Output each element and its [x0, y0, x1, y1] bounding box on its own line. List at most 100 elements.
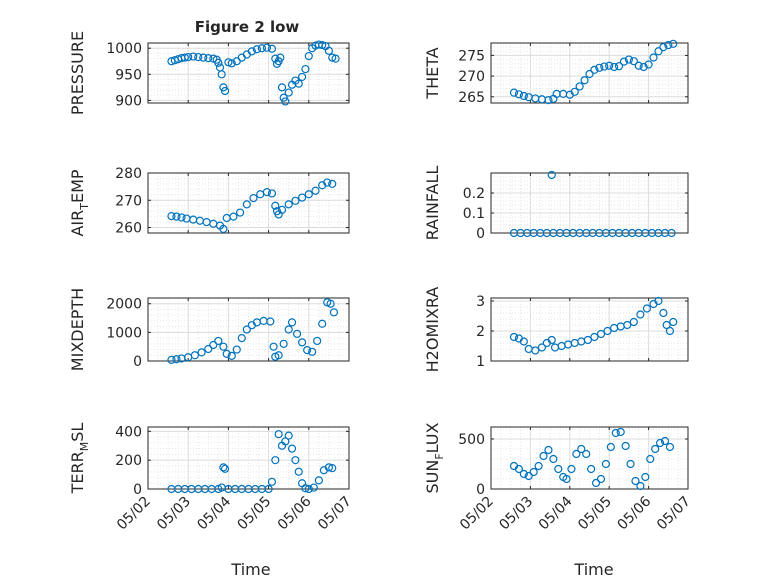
data-point: [177, 213, 186, 222]
data-point: [549, 454, 558, 464]
data-point: [616, 427, 625, 437]
data-point: [271, 201, 280, 210]
data-point: [304, 190, 313, 199]
data-point: [219, 342, 228, 351]
data-point: [190, 351, 199, 360]
data-point: [217, 70, 226, 79]
data-point: [514, 90, 524, 99]
y-axis-label-main: AIR: [68, 210, 87, 237]
data-point: [631, 476, 640, 486]
x-axis-label-left: Time: [230, 560, 270, 579]
data-point: [267, 189, 277, 198]
axes-frame: [147, 426, 350, 490]
data-point: [287, 318, 297, 327]
data-point: [596, 474, 606, 484]
data-point: [227, 351, 236, 360]
data-point: [284, 88, 293, 97]
data-point: [197, 348, 206, 357]
y-axis-label-subscript: F: [433, 453, 446, 459]
data-point: [629, 317, 638, 327]
data-point: [214, 58, 223, 67]
data-point: [172, 212, 181, 221]
data-point: [242, 325, 251, 334]
x-axis-label-right: Time: [573, 560, 613, 579]
data-point: [610, 62, 619, 72]
data-point: [669, 317, 678, 327]
y-tick-label: 0: [476, 226, 485, 242]
y-axis-label-rest: LUX: [423, 422, 442, 453]
data-point: [314, 476, 323, 485]
data-point: [624, 55, 634, 64]
data-point: [294, 79, 303, 88]
data-point: [247, 47, 256, 56]
y-tick-label: 400: [115, 424, 142, 440]
data-point: [262, 43, 272, 52]
y-tick-label: 0.1: [463, 206, 485, 222]
data-point: [237, 333, 246, 343]
data-point: [184, 52, 193, 62]
y-tick-label: 270: [458, 69, 485, 85]
data-point: [575, 82, 584, 91]
data-point: [580, 76, 589, 85]
y-tick-label: 275: [458, 48, 485, 64]
data-point: [274, 351, 283, 360]
data-point: [596, 329, 606, 339]
data-series: [509, 170, 676, 238]
data-point: [611, 428, 620, 438]
y-tick-label: 2: [476, 324, 485, 340]
data-point: [313, 336, 322, 346]
data-point: [554, 464, 563, 474]
data-point: [227, 59, 236, 68]
data-point: [519, 469, 528, 479]
y-axis-label: TERRMSL: [68, 423, 91, 495]
data-point: [224, 58, 233, 67]
data-point: [590, 332, 599, 342]
data-point: [547, 170, 556, 180]
data-point: [595, 63, 604, 72]
y-axis-label: THETA: [423, 47, 442, 99]
data-series: [167, 298, 339, 364]
data-point: [291, 196, 300, 205]
data-point: [603, 326, 612, 336]
y-axis-label: AIRTEMP: [68, 169, 91, 236]
y-tick-label: 1: [476, 354, 485, 370]
data-point: [642, 304, 652, 313]
subplot-mixdepth: 0 1000 2000 MIXDEPTH: [68, 288, 350, 371]
data-point: [287, 444, 297, 453]
data-point: [606, 442, 615, 452]
data-point: [324, 46, 333, 55]
y-axis-label-main: SUN: [423, 460, 442, 494]
y-axis-label-rest: EMP: [68, 169, 87, 203]
y-tick-label: 2000: [106, 297, 142, 313]
data-point: [636, 310, 645, 319]
data-point: [544, 445, 553, 455]
y-tick-label: 500: [458, 432, 485, 448]
data-point: [547, 335, 556, 345]
y-axis-label: RAINFALL: [423, 166, 442, 241]
data-point: [204, 344, 213, 354]
data-point: [587, 464, 596, 474]
axes-frame: [147, 42, 350, 104]
data-point: [180, 53, 189, 62]
data-point: [634, 61, 643, 70]
data-point: [328, 53, 337, 62]
data-point: [271, 456, 280, 465]
data-point: [605, 61, 614, 70]
data-point: [567, 464, 576, 474]
data-point: [649, 53, 658, 62]
data-point: [644, 60, 653, 69]
data-point: [220, 464, 230, 473]
data-point: [298, 72, 307, 82]
data-point: [308, 347, 317, 356]
data-point: [274, 430, 283, 439]
y-axis-label: PRESSURE: [68, 31, 87, 115]
data-point: [654, 47, 663, 56]
data-point: [267, 44, 277, 53]
data-point: [626, 459, 635, 469]
data-point: [309, 483, 318, 492]
data-point: [318, 319, 327, 328]
data-series: [509, 296, 678, 355]
data-point: [660, 436, 670, 446]
y-tick-label: 0.2: [463, 186, 485, 202]
